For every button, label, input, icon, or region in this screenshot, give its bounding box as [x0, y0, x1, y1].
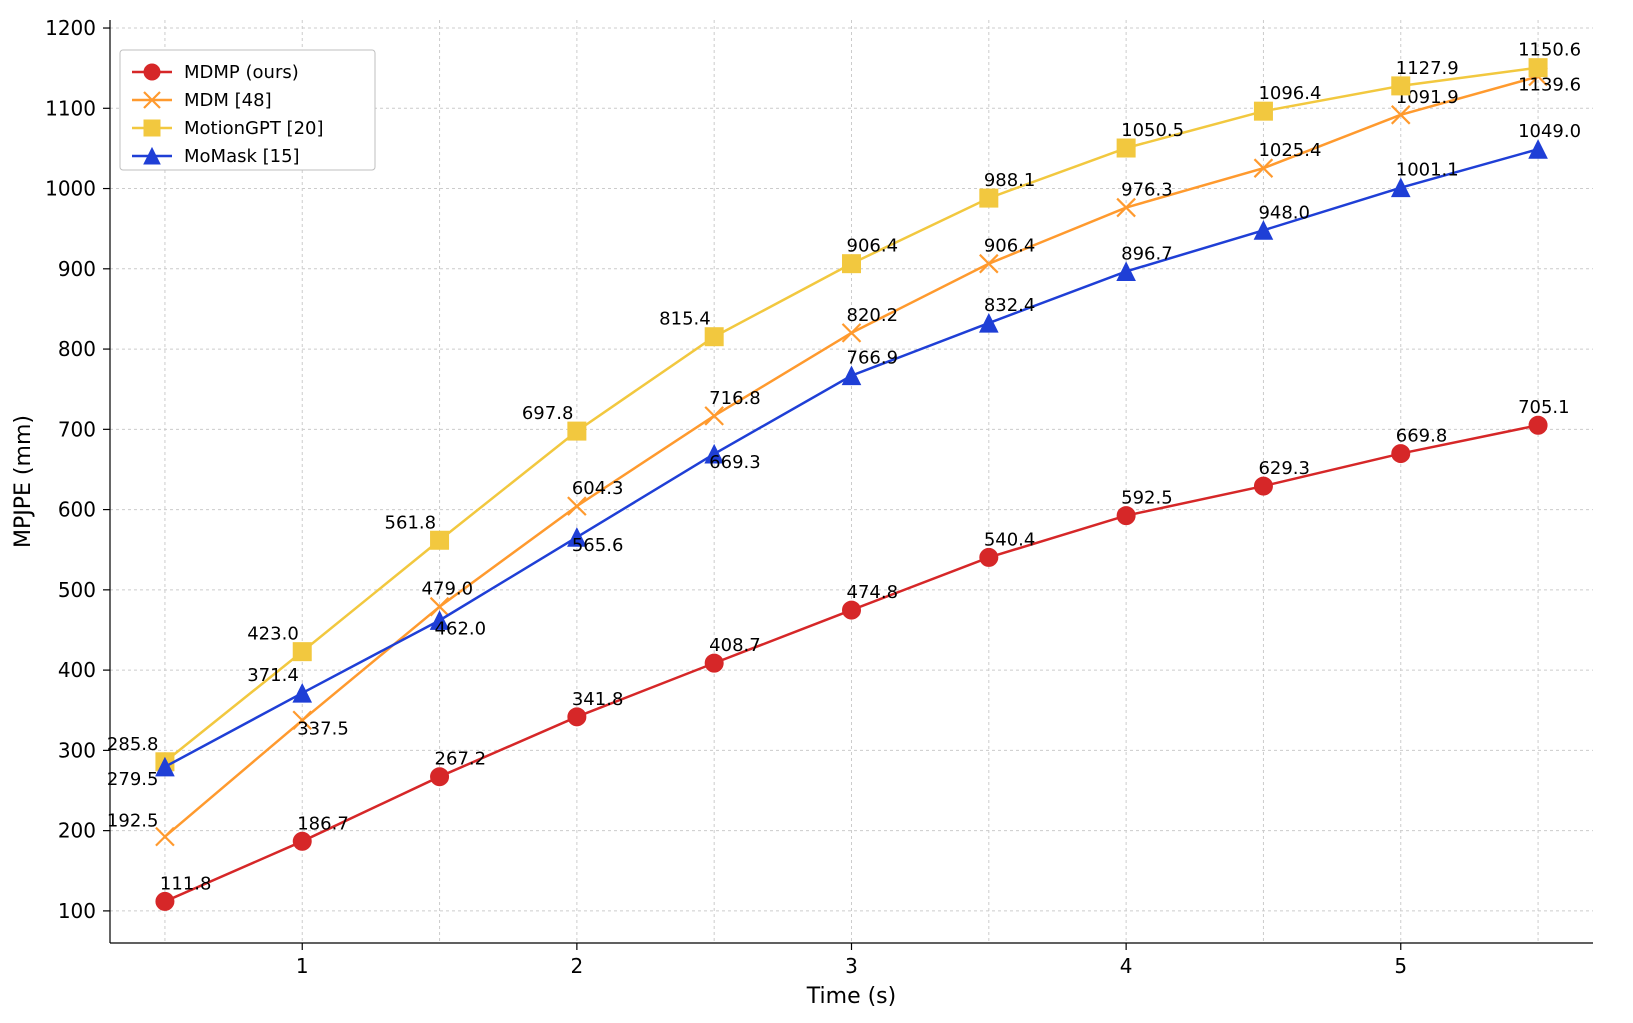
data-point-label: 565.6 — [572, 535, 624, 556]
y-tick-label: 1100 — [45, 96, 96, 120]
data-point-label: 948.0 — [1258, 202, 1310, 223]
data-point-label: 111.8 — [160, 873, 212, 894]
data-point-label: 1050.5 — [1121, 120, 1184, 141]
legend-label: MDM [48] — [184, 90, 272, 111]
data-point-label: 474.8 — [847, 582, 899, 603]
y-tick-label: 900 — [58, 257, 96, 281]
y-tick-label: 100 — [58, 899, 96, 923]
data-point-label: 479.0 — [422, 579, 474, 600]
legend-label: MotionGPT [20] — [184, 118, 324, 139]
data-point-label: 285.8 — [107, 734, 159, 755]
data-point-label: 561.8 — [385, 512, 437, 533]
data-point-label: 697.8 — [522, 403, 574, 424]
x-tick-label: 5 — [1394, 954, 1407, 978]
legend: MDMP (ours) MDM [48] MotionGPT [20] MoMask … — [120, 50, 375, 170]
data-point-label: 896.7 — [1121, 243, 1173, 264]
data-point-label: 716.8 — [709, 388, 761, 409]
legend-label: MoMask [15] — [184, 146, 300, 167]
x-tick-label: 1 — [296, 954, 309, 978]
y-tick-label: 600 — [58, 498, 96, 522]
line-chart: 1 2 3 4 5 100 200 300 400 500 600 700 800 900 1000 1100… — [0, 0, 1633, 1023]
data-point-label: 371.4 — [247, 665, 299, 686]
y-tick-label: 700 — [58, 417, 96, 441]
data-point-label: 1127.9 — [1396, 58, 1459, 79]
data-point-label: 669.3 — [709, 452, 761, 473]
data-point-label: 1150.6 — [1518, 40, 1581, 61]
y-tick-label: 200 — [58, 819, 96, 843]
data-point-label: 832.4 — [984, 295, 1036, 316]
data-point-label: 815.4 — [659, 309, 711, 330]
y-tick-label: 1200 — [45, 16, 96, 40]
data-point-label: 186.7 — [297, 813, 349, 834]
data-point-label: 1139.6 — [1518, 75, 1581, 96]
x-axis-label: Time (s) — [806, 984, 896, 1009]
data-point-label: 604.3 — [572, 478, 624, 499]
data-point-label: 462.0 — [435, 618, 487, 639]
y-tick-label: 400 — [58, 658, 96, 682]
data-point-label: 592.5 — [1121, 488, 1173, 509]
data-point-label: 705.1 — [1518, 397, 1570, 418]
data-point-label: 629.3 — [1258, 458, 1310, 479]
data-point-label: 423.0 — [247, 624, 299, 645]
data-point-label: 906.4 — [984, 236, 1036, 257]
data-point-label: 337.5 — [297, 718, 349, 739]
y-tick-label: 1000 — [45, 177, 96, 201]
chart-container: 1 2 3 4 5 100 200 300 400 500 600 700 800 900 1000 1100… — [0, 0, 1633, 1023]
data-point-label: 988.1 — [984, 170, 1036, 191]
data-point-label: 1025.4 — [1258, 140, 1321, 161]
data-point-label: 669.8 — [1396, 426, 1448, 447]
x-tick-label: 2 — [571, 954, 584, 978]
data-point-label: 1096.4 — [1258, 83, 1321, 104]
y-tick-label: 800 — [58, 337, 96, 361]
data-point-label: 267.2 — [435, 749, 487, 770]
data-point-label: 279.5 — [107, 769, 159, 790]
data-point-label: 820.2 — [847, 305, 899, 326]
data-point-label: 192.5 — [107, 811, 159, 832]
data-point-label: 341.8 — [572, 689, 624, 710]
data-point-label: 1049.0 — [1518, 121, 1581, 142]
data-point-label: 906.4 — [847, 236, 899, 257]
legend-label: MDMP (ours) — [184, 62, 299, 83]
x-tick-label: 4 — [1120, 954, 1133, 978]
y-tick-label: 300 — [58, 738, 96, 762]
data-point-label: 540.4 — [984, 529, 1036, 550]
data-point-label: 1001.1 — [1396, 160, 1459, 181]
y-axis-label: MPJPE (mm) — [11, 415, 36, 548]
data-point-label: 766.9 — [847, 348, 899, 369]
x-tick-label: 3 — [845, 954, 858, 978]
y-tick-label: 500 — [58, 578, 96, 602]
data-point-label: 408.7 — [709, 635, 761, 656]
data-point-label: 976.3 — [1121, 180, 1173, 201]
